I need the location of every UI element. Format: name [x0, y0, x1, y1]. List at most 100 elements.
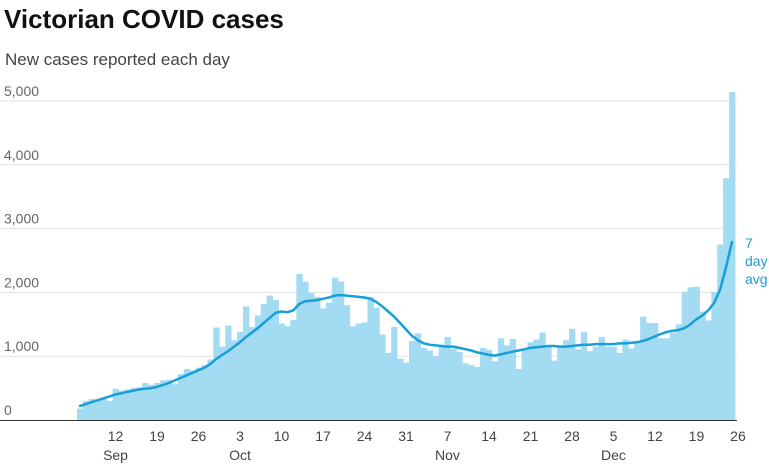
month-label: Dec: [601, 447, 626, 463]
daily-case-bar: [515, 368, 522, 420]
daily-case-bar: [379, 334, 386, 420]
daily-case-bar: [361, 322, 368, 420]
daily-case-bar: [705, 320, 712, 420]
daily-case-bar: [373, 307, 380, 420]
x-tick-label: 14: [481, 428, 497, 444]
daily-case-bar: [213, 327, 220, 420]
daily-case-bar: [557, 345, 564, 420]
daily-case-bar: [497, 338, 505, 420]
daily-case-bar: [403, 362, 410, 420]
daily-case-bar: [148, 384, 155, 420]
daily-case-bar: [219, 346, 226, 420]
daily-case-bar: [426, 350, 434, 420]
daily-case-bar: [254, 315, 262, 420]
series-label-word: day: [745, 253, 768, 269]
daily-case-bar: [574, 349, 582, 420]
x-tick-label: 3: [236, 428, 244, 444]
daily-case-bar: [563, 340, 570, 420]
daily-case-bar: [320, 308, 327, 420]
daily-case-bar: [711, 291, 718, 420]
y-axis-labels: 0 1,000 2,000 3,000 4,000 5,000: [4, 83, 39, 418]
daily-case-bar: [165, 379, 173, 420]
daily-case-bar: [474, 367, 481, 420]
daily-case-bar: [343, 305, 351, 420]
daily-case-bar: [325, 302, 333, 420]
daily-case-bar: [456, 351, 463, 420]
daily-case-bar: [616, 353, 623, 420]
daily-case-bar: [248, 326, 256, 420]
daily-case-bar: [195, 367, 202, 420]
daily-case-bar: [663, 338, 671, 420]
average-line-path: [78, 240, 734, 408]
daily-case-bar: [729, 92, 736, 421]
daily-case-bar: [337, 281, 345, 420]
daily-case-bar: [699, 311, 706, 420]
daily-case-bar: [225, 325, 232, 420]
y-tick-label: 2,000: [4, 274, 39, 290]
daily-case-bar: [302, 281, 309, 420]
daily-case-bar: [331, 277, 339, 420]
daily-case-bar: [349, 326, 357, 420]
x-tick-label: 5: [610, 428, 618, 444]
month-label: Nov: [435, 447, 460, 463]
daily-case-bar: [94, 400, 102, 420]
x-tick-label: 31: [398, 428, 414, 444]
chart-title: Victorian COVID cases: [4, 4, 284, 34]
daily-case-bar: [503, 345, 511, 420]
daily-case-bar: [201, 365, 208, 420]
daily-case-bar: [231, 340, 238, 420]
daily-case-bar: [450, 348, 457, 420]
x-tick-label: 12: [647, 428, 663, 444]
daily-case-bar: [586, 351, 594, 420]
daily-case-bar: [491, 361, 499, 420]
daily-case-bar: [242, 306, 250, 420]
daily-case-bar: [521, 349, 528, 420]
daily-case-bar: [397, 358, 404, 420]
daily-case-bar: [414, 333, 422, 420]
x-tick-label: 12: [108, 428, 124, 444]
daily-case-bar: [296, 273, 303, 420]
x-tick-label: 10: [274, 428, 290, 444]
daily-case-bar: [462, 363, 469, 420]
daily-case-bar: [272, 300, 279, 420]
daily-case-bar: [171, 383, 179, 420]
daily-case-bar: [130, 388, 137, 420]
daily-case-bar: [266, 295, 274, 420]
daily-case-bar: [628, 348, 635, 420]
daily-case-bar: [391, 326, 398, 420]
daily-case-bar: [681, 291, 688, 420]
daily-case-bar: [604, 346, 611, 420]
month-label: Sep: [103, 447, 128, 463]
daily-case-bar: [367, 296, 374, 420]
daily-case-bar: [539, 332, 546, 420]
daily-case-bar: [355, 323, 362, 420]
x-tick-label: 7: [444, 428, 452, 444]
y-tick-label: 1,000: [4, 338, 39, 354]
daily-case-bar: [154, 382, 161, 420]
x-tick-label: 19: [149, 428, 165, 444]
daily-case-bar: [622, 339, 629, 420]
daily-case-bar: [634, 340, 641, 420]
month-label: Oct: [229, 447, 251, 463]
y-tick-label: 3,000: [4, 211, 39, 227]
x-tick-label: 21: [523, 428, 539, 444]
daily-case-bar: [669, 332, 677, 420]
daily-case-bar: [112, 388, 119, 420]
daily-case-bar: [420, 347, 428, 420]
x-tick-label: 28: [564, 428, 580, 444]
daily-case-bar: [385, 353, 392, 420]
daily-case-bar: [88, 398, 96, 420]
daily-case-bar: [693, 286, 700, 420]
series-label-word: 7: [745, 235, 753, 251]
daily-case-bar: [77, 408, 84, 420]
y-tick-label: 4,000: [4, 147, 39, 163]
daily-case-bar: [314, 296, 321, 420]
daily-case-bar: [284, 326, 291, 420]
daily-case-bar: [646, 323, 653, 420]
daily-case-bar: [640, 316, 647, 420]
daily-case-bar: [545, 345, 552, 420]
daily-case-bar: [444, 337, 451, 420]
daily-case-bar: [569, 328, 576, 420]
daily-case-bar: [527, 342, 534, 420]
daily-case-bar: [106, 400, 113, 420]
